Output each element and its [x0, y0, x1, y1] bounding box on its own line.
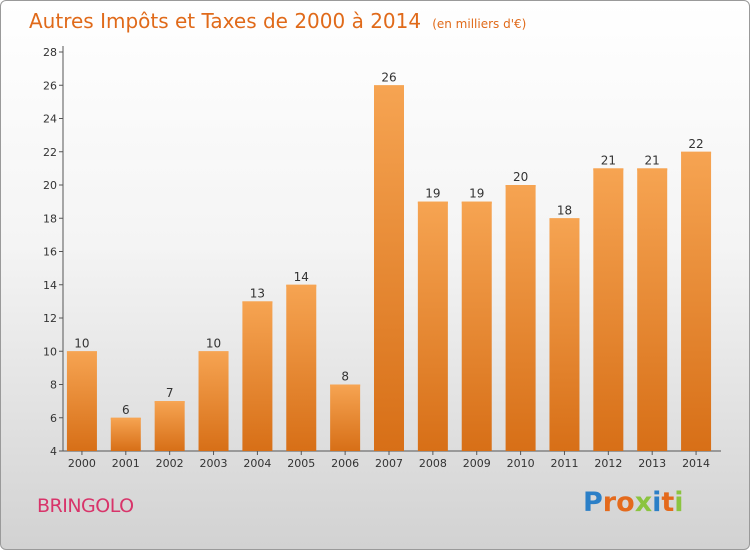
data-label: 8 — [341, 370, 349, 384]
logo-letter: r — [602, 487, 617, 518]
bar-top-highlight — [110, 417, 141, 420]
place-name: BRINGOLO — [37, 495, 134, 517]
bar — [505, 185, 536, 451]
bar-top-highlight — [374, 85, 404, 88]
y-tick-label: 22 — [43, 146, 57, 159]
x-tick-label: 2002 — [156, 457, 184, 470]
bar — [198, 351, 229, 451]
x-tick-label: 2005 — [287, 457, 315, 470]
bar — [417, 201, 448, 451]
bar — [549, 218, 580, 451]
data-label: 21 — [645, 153, 660, 167]
bar — [681, 151, 712, 451]
y-tick-label: 12 — [43, 312, 57, 325]
x-tick-label: 2004 — [243, 457, 271, 470]
bar — [66, 351, 97, 451]
y-tick-label: 18 — [43, 212, 57, 225]
y-tick-label: 26 — [43, 79, 57, 92]
logo-letter: i — [652, 487, 662, 518]
proxiti-logo: Proxiti — [583, 487, 684, 518]
bar — [330, 384, 361, 451]
data-label: 18 — [557, 203, 572, 217]
y-tick-label: 8 — [50, 379, 57, 392]
y-tick-label: 4 — [50, 445, 57, 458]
bar — [374, 85, 404, 451]
x-tick-label: 2011 — [550, 457, 578, 470]
x-tick-label: 2009 — [463, 457, 491, 470]
y-tick-label: 10 — [43, 345, 57, 358]
bar-top-highlight — [681, 151, 712, 154]
bar-top-highlight — [593, 168, 624, 171]
x-tick-label: 2014 — [682, 457, 710, 470]
data-label: 19 — [425, 187, 440, 201]
bar-top-highlight — [505, 185, 536, 187]
bar — [593, 168, 624, 451]
x-tick-label: 2012 — [594, 457, 622, 470]
logo-letter: t — [661, 487, 675, 518]
x-tick-label: 2003 — [200, 457, 228, 470]
data-label: 10 — [74, 336, 89, 350]
chart-title-block: Autres Impôts et Taxes de 2000 à 2014 (e… — [29, 9, 526, 33]
y-tick-label: 16 — [43, 246, 57, 259]
y-tick-label: 28 — [43, 46, 57, 59]
bar — [110, 417, 141, 451]
data-label: 6 — [122, 403, 130, 417]
bar-top-highlight — [330, 384, 361, 387]
data-label: 7 — [166, 386, 174, 400]
bar — [637, 168, 668, 451]
bar-top-highlight — [198, 351, 229, 354]
data-label: 13 — [250, 286, 265, 300]
bar-top-highlight — [66, 351, 97, 354]
bar — [461, 201, 492, 451]
x-tick-label: 2008 — [419, 457, 447, 470]
bar-top-highlight — [637, 168, 668, 171]
x-tick-label: 2010 — [507, 457, 535, 470]
x-tick-label: 2001 — [112, 457, 140, 470]
bar — [242, 301, 273, 451]
y-tick-label: 24 — [43, 113, 57, 126]
x-tick-label: 2013 — [638, 457, 666, 470]
x-tick-label: 2007 — [375, 457, 403, 470]
bar-top-highlight — [417, 201, 448, 204]
data-label: 26 — [381, 70, 396, 84]
bar-top-highlight — [154, 401, 185, 404]
y-tick-label: 14 — [43, 279, 57, 292]
y-tick-label: 20 — [43, 179, 57, 192]
bar-top-highlight — [286, 284, 317, 287]
x-tick-label: 2006 — [331, 457, 359, 470]
data-label: 10 — [206, 336, 221, 350]
chart-title: Autres Impôts et Taxes de 2000 à 2014 — [29, 9, 422, 33]
y-tick-label: 6 — [50, 412, 57, 425]
logo-letter: i — [674, 487, 684, 518]
data-label: 19 — [469, 187, 484, 201]
logo-letter: P — [583, 487, 603, 518]
logo-letter: x — [634, 487, 653, 518]
x-tick-label: 2000 — [68, 457, 96, 470]
chart-subtitle: (en milliers d'€) — [432, 17, 527, 31]
logo-letter: o — [616, 487, 635, 518]
data-label: 20 — [513, 170, 528, 184]
bar — [286, 284, 317, 451]
bar-top-highlight — [242, 301, 273, 304]
data-label: 22 — [688, 137, 703, 151]
bar-top-highlight — [549, 218, 580, 221]
bar — [154, 401, 185, 451]
bar-top-highlight — [461, 201, 492, 204]
data-label: 21 — [601, 153, 616, 167]
data-label: 14 — [294, 270, 309, 284]
